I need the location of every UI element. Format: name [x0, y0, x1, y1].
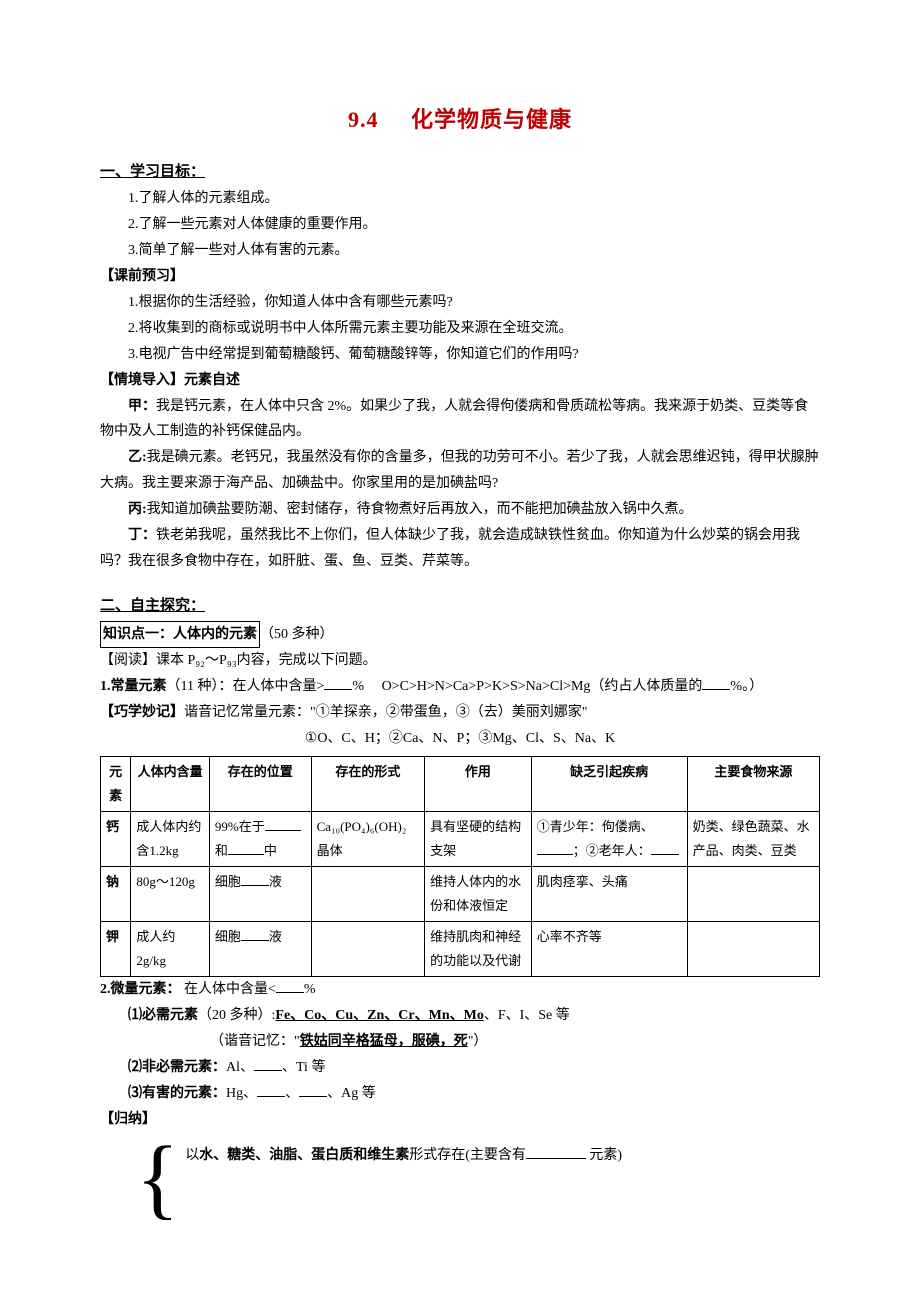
goal-1: 1.了解人体的元素组成。: [128, 186, 820, 212]
th-disease: 缺乏引起疾病: [531, 757, 687, 812]
scenario-ding: 丁：铁老弟我呢，虽然我比不上你们，但人体缺少了我，就会造成缺铁性贫血。你知道为什…: [100, 523, 820, 575]
micro-harmful: ⑶有害的元素：Hg、、、Ag 等: [128, 1081, 820, 1107]
scenario-yi: 乙:我是碘元素。老钙兄，我虽然没有你的含量多，但我的功劳可不小。若少了我，人就会…: [100, 445, 820, 497]
th-location: 存在的位置: [209, 757, 311, 812]
goal-2: 2.了解一些元素对人体健康的重要作用。: [128, 212, 820, 238]
th-element: 元素: [101, 757, 131, 812]
prestudy-heading: 【课前预习】: [100, 264, 820, 290]
summary-heading: 【归纳】: [100, 1107, 820, 1133]
micro-required: ⑴必需元素（20 多种）:Fe、Co、Cu、Zn、Cr、Mn、Mo、F、I、Se…: [128, 1003, 820, 1029]
prestudy-2: 2.将收集到的商标或说明书中人体所需元素主要功能及来源在全班交流。: [128, 316, 820, 342]
summary-brace: { 以水、糖类、油脂、蛋白质和维生素形式存在(主要含有 元素): [100, 1139, 820, 1219]
th-function: 作用: [425, 757, 532, 812]
prestudy-3: 3.电视广告中经常提到葡萄糖酸钙、葡萄糖酸锌等，你知道它们的作用吗?: [128, 342, 820, 368]
table-row: 钠 80g～120g 细胞液 维持人体内的水份和体液恒定 肌肉痉挛、头痛: [101, 867, 820, 922]
th-source: 主要食物来源: [687, 757, 819, 812]
table-row: 钾 成人约 2g/kg 细胞液 维持肌肉和神经的功能以及代谢 心率不齐等: [101, 922, 820, 977]
scenario-jia: 甲：我是钙元素，在人体中只含 2%。如果少了我，人就会得佝偻病和骨质疏松等病。我…: [100, 394, 820, 446]
micro-mnemonic: （谐音记忆："铁姑同辛格猛母，服碘，死"）: [210, 1029, 820, 1055]
th-content: 人体内含量: [131, 757, 210, 812]
title-number: 9.4: [348, 107, 379, 132]
elements-table: 元素 人体内含量 存在的位置 存在的形式 作用 缺乏引起疾病 主要食物来源 钙 …: [100, 756, 820, 977]
macro-elements: 1.常量元素（11 种）：在人体中含量>% O>C>H>N>Ca>P>K>S>N…: [100, 674, 820, 700]
section-2-heading: 二、自主探究：: [100, 593, 820, 621]
micro-nonreq: ⑵非必需元素：Al、、Ti 等: [128, 1055, 820, 1081]
page-title: 9.4 化学物质与健康: [100, 100, 820, 141]
title-text: 化学物质与健康: [411, 107, 572, 132]
th-form: 存在的形式: [311, 757, 425, 812]
mnemonic-line2: ①O、C、H；②Ca、N、P；③Mg、Cl、S、Na、K: [100, 726, 820, 752]
scenario-heading: 【情境导入】元素自述: [100, 368, 820, 394]
table-row: 钙 成人体内约含1.2kg 99%在于和中 Ca₁₀(PO₄)₆(OH)₂晶体 …: [101, 812, 820, 867]
mnemonic-line: 【巧学妙记】谐音记忆常量元素："①羊探亲，②带蛋鱼，③（去）美丽刘娜家": [100, 700, 820, 726]
prestudy-1: 1.根据你的生活经验，你知道人体中含有哪些元素吗?: [128, 290, 820, 316]
knowledge-point-1: 知识点一：人体内的元素（50 多种）: [100, 621, 820, 649]
scenario-bing: 丙:我知道加碘盐要防潮、密封储存，待食物煮好后再放入，而不能把加碘盐放入锅中久煮…: [100, 497, 820, 523]
left-brace-icon: {: [136, 1139, 179, 1219]
read-instruction: 【阅读】课本 P₉₂～P₉₃内容，完成以下问题。: [100, 648, 820, 674]
goal-3: 3.简单了解一些对人体有害的元素。: [128, 238, 820, 264]
micro-elements: 2.微量元素： 在人体中含量<%: [100, 977, 820, 1003]
section-1-heading: 一、学习目标：: [100, 159, 820, 187]
